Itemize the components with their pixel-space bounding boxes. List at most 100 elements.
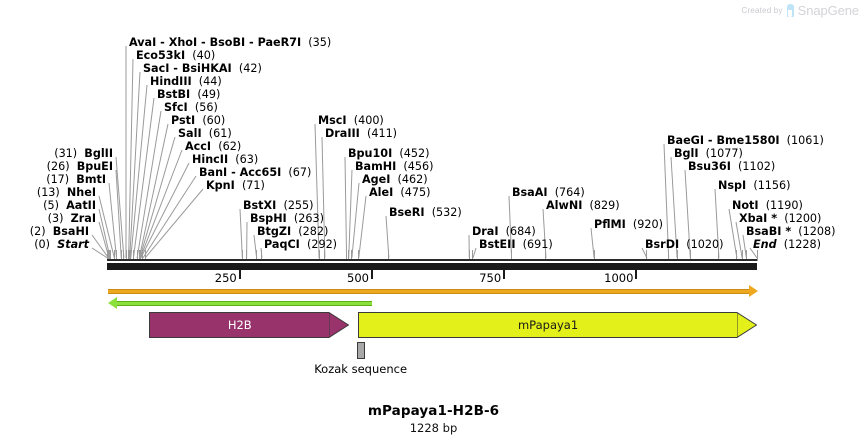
restriction-cut-mark[interactable] bbox=[741, 250, 743, 261]
enzyme-label-btgzi[interactable]: BtgZI (282) bbox=[257, 225, 328, 238]
orange-span-track[interactable] bbox=[107, 289, 750, 294]
enzyme-label-start[interactable]: (0) Start bbox=[0, 238, 89, 251]
enzyme-label-bsphi[interactable]: BspHI (263) bbox=[250, 212, 324, 225]
restriction-cut-mark[interactable] bbox=[136, 250, 138, 261]
restriction-cut-mark[interactable] bbox=[745, 250, 747, 261]
green-span-track[interactable] bbox=[114, 301, 372, 306]
enzyme-label-bamhi[interactable]: BamHI (456) bbox=[355, 160, 433, 173]
enzyme-label-bsabi[interactable]: BsaBI * (1208) bbox=[746, 225, 836, 238]
enzyme-label-xbai[interactable]: XbaI * (1200) bbox=[739, 212, 821, 225]
restriction-cut-mark[interactable] bbox=[107, 250, 108, 261]
restriction-cut-mark[interactable] bbox=[736, 250, 738, 261]
feature-arrow-h2b[interactable]: H2B bbox=[149, 312, 350, 338]
enzyme-label-bseri[interactable]: BseRI (532) bbox=[389, 206, 462, 219]
restriction-cut-mark[interactable] bbox=[139, 250, 141, 261]
restriction-cut-mark[interactable] bbox=[718, 250, 720, 261]
enzyme-label-end[interactable]: End (1228) bbox=[753, 238, 821, 251]
enzyme-label-bglii[interactable]: (31) BglII bbox=[0, 147, 113, 160]
restriction-cut-mark[interactable] bbox=[132, 250, 134, 261]
enzyme-label-psti[interactable]: PstI (60) bbox=[171, 114, 225, 127]
restriction-cut-mark[interactable] bbox=[144, 250, 146, 261]
restriction-cut-mark[interactable] bbox=[241, 250, 243, 261]
enzyme-label-aatii[interactable]: (5) AatII bbox=[0, 199, 96, 212]
restriction-cut-mark[interactable] bbox=[108, 250, 110, 261]
restriction-cut-mark[interactable] bbox=[123, 250, 125, 261]
ruler-tick bbox=[503, 270, 506, 279]
restriction-cut-mark[interactable] bbox=[109, 250, 111, 261]
enzyme-label-bsahi[interactable]: (2) BsaHI bbox=[0, 225, 89, 238]
enzyme-label-bgli[interactable]: BglI (1077) bbox=[674, 147, 743, 160]
restriction-cut-mark[interactable] bbox=[668, 250, 670, 261]
enzyme-label-bsaai[interactable]: BsaAI (764) bbox=[512, 186, 585, 199]
restriction-cut-mark[interactable] bbox=[346, 250, 348, 261]
enzyme-label-bstxi[interactable]: BstXI (255) bbox=[243, 199, 314, 212]
enzyme-label-sali[interactable]: SalI (61) bbox=[178, 127, 232, 140]
restriction-cut-mark[interactable] bbox=[388, 250, 390, 261]
restriction-cut-mark[interactable] bbox=[140, 250, 142, 261]
restriction-cut-mark[interactable] bbox=[128, 250, 130, 261]
enzyme-label-agei[interactable]: AgeI (462) bbox=[362, 173, 428, 186]
enzyme-label-draiii[interactable]: DraIII (411) bbox=[325, 127, 397, 140]
restriction-cut-mark[interactable] bbox=[142, 250, 144, 261]
enzyme-position: (282) bbox=[298, 225, 329, 238]
enzyme-label-eco53ki[interactable]: Eco53kI (40) bbox=[136, 49, 215, 62]
restriction-cut-mark[interactable] bbox=[256, 250, 258, 261]
restriction-cut-mark[interactable] bbox=[358, 250, 360, 261]
enzyme-label-pflmi[interactable]: PflMI (920) bbox=[594, 218, 663, 231]
enzyme-label-drai[interactable]: DraI (684) bbox=[472, 225, 536, 238]
enzyme-label-paqci[interactable]: PaqCI (292) bbox=[264, 238, 337, 251]
enzyme-label-acci[interactable]: AccI (62) bbox=[185, 140, 241, 153]
restriction-cut-mark[interactable] bbox=[113, 250, 115, 261]
enzyme-label-saci[interactable]: SacI - BsiHKAI (42) bbox=[143, 62, 262, 75]
enzyme-label-hindiii[interactable]: HindIII (44) bbox=[150, 75, 222, 88]
restriction-cut-mark[interactable] bbox=[511, 250, 513, 261]
enzyme-label-bmti[interactable]: (17) BmtI bbox=[0, 173, 106, 186]
kozak-sequence-marker[interactable] bbox=[356, 342, 365, 359]
enzyme-label-hincii[interactable]: HincII (63) bbox=[192, 153, 258, 166]
restriction-cut-mark[interactable] bbox=[756, 250, 758, 261]
restriction-cut-mark[interactable] bbox=[246, 250, 248, 261]
enzyme-label-bpuei[interactable]: (26) BpuEI bbox=[0, 160, 113, 173]
enzyme-label-bpu10i[interactable]: Bpu10I (452) bbox=[348, 147, 429, 160]
enzyme-label-alwni[interactable]: AlwNI (829) bbox=[546, 199, 620, 212]
restriction-cut-mark[interactable] bbox=[261, 250, 263, 261]
feature-arrow-mpapaya1[interactable]: mPapaya1 bbox=[358, 312, 757, 338]
enzyme-label-sfci[interactable]: SfcI (56) bbox=[164, 101, 218, 114]
restriction-cut-mark[interactable] bbox=[138, 250, 140, 261]
restriction-cut-mark[interactable] bbox=[676, 250, 678, 261]
enzyme-label-bsrdi[interactable]: BsrDI (1020) bbox=[645, 238, 723, 251]
restriction-cut-mark[interactable] bbox=[130, 250, 132, 261]
restriction-cut-mark[interactable] bbox=[129, 250, 131, 261]
enzyme-label-bstbi[interactable]: BstBI (49) bbox=[157, 88, 220, 101]
enzyme-label-msci[interactable]: MscI (400) bbox=[318, 114, 384, 127]
restriction-cut-mark[interactable] bbox=[593, 250, 595, 261]
enzyme-name: AatII bbox=[66, 199, 96, 212]
restriction-cut-mark[interactable] bbox=[115, 250, 117, 261]
restriction-cut-mark[interactable] bbox=[351, 250, 353, 261]
restriction-cut-mark[interactable] bbox=[324, 250, 326, 261]
enzyme-label-alei[interactable]: AleI (475) bbox=[369, 186, 430, 199]
enzyme-label-avai[interactable]: AvaI - XhoI - BsoBI - PaeR7I (35) bbox=[129, 36, 331, 49]
restriction-cut-mark[interactable] bbox=[125, 250, 127, 261]
enzyme-label-zrai[interactable]: (3) ZraI bbox=[0, 212, 96, 225]
enzyme-label-noti[interactable]: NotI (1190) bbox=[732, 199, 803, 212]
restriction-cut-mark[interactable] bbox=[545, 250, 547, 261]
enzyme-label-nspi[interactable]: NspI (1156) bbox=[718, 179, 791, 192]
restriction-cut-mark[interactable] bbox=[120, 250, 122, 261]
restriction-cut-mark[interactable] bbox=[318, 250, 320, 261]
restriction-cut-mark[interactable] bbox=[472, 250, 474, 261]
sequence-bar[interactable] bbox=[107, 263, 757, 270]
restriction-cut-mark[interactable] bbox=[468, 250, 470, 261]
restriction-cut-mark[interactable] bbox=[689, 250, 691, 261]
enzyme-label-kpni[interactable]: KpnI (71) bbox=[206, 179, 265, 192]
restriction-cut-mark[interactable] bbox=[108, 250, 110, 261]
restriction-cut-mark[interactable] bbox=[646, 250, 648, 261]
enzyme-label-bsu36i[interactable]: Bsu36I (1102) bbox=[688, 160, 775, 173]
enzyme-label-bani[interactable]: BanI - Acc65I (67) bbox=[199, 166, 311, 179]
enzyme-label-baegi[interactable]: BaeGI - Bme1580I (1061) bbox=[667, 134, 824, 147]
enzyme-name: Bsu36I bbox=[688, 160, 731, 173]
restriction-cut-mark[interactable] bbox=[139, 250, 141, 261]
enzyme-label-bstsii[interactable]: BstEII (691) bbox=[479, 238, 553, 251]
restriction-cut-mark[interactable] bbox=[348, 250, 350, 261]
enzyme-label-nhei[interactable]: (13) NheI bbox=[0, 186, 96, 199]
